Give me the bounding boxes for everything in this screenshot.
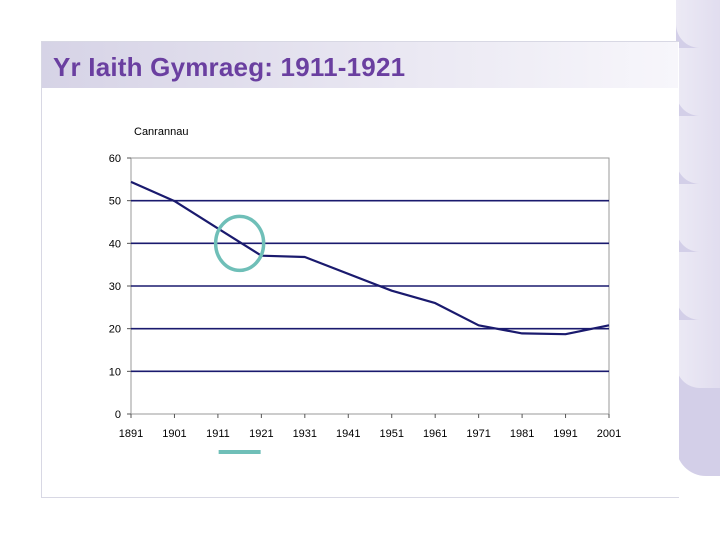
x-tick-label: 1891 — [119, 428, 143, 440]
x-tick-label: 1911 — [206, 428, 230, 440]
y-tick-label: 10 — [109, 366, 121, 378]
decorative-side-tabs — [676, 0, 720, 480]
x-tick-label: 1921 — [249, 428, 273, 440]
x-tick-label: 1901 — [162, 428, 186, 440]
highlight-circle — [213, 214, 266, 273]
x-tick-label: 1951 — [379, 428, 403, 440]
series-line — [130, 180, 610, 336]
y-tick-label: 20 — [109, 324, 121, 336]
x-tick-label: 1981 — [510, 428, 534, 440]
x-tick-label: 1991 — [553, 428, 577, 440]
x-tick-label: 1961 — [423, 428, 447, 440]
x-tick-label: 1971 — [466, 428, 490, 440]
y-tick-label: 50 — [109, 196, 121, 208]
title-bar — [42, 42, 678, 88]
x-tick-label: 1931 — [293, 428, 317, 440]
y-axis-label: Canrannau — [134, 126, 188, 138]
y-tick-label: 30 — [109, 281, 121, 293]
x-tick-label: 2001 — [597, 428, 621, 440]
slide-frame — [41, 41, 679, 498]
slide-title: Yr Iaith Gymraeg: 1911-1921 — [53, 52, 406, 82]
y-tick-label: 0 — [115, 409, 121, 421]
y-tick-label: 40 — [109, 238, 121, 250]
x-tick-label: 1941 — [336, 428, 360, 440]
y-tick-label: 60 — [109, 153, 121, 165]
